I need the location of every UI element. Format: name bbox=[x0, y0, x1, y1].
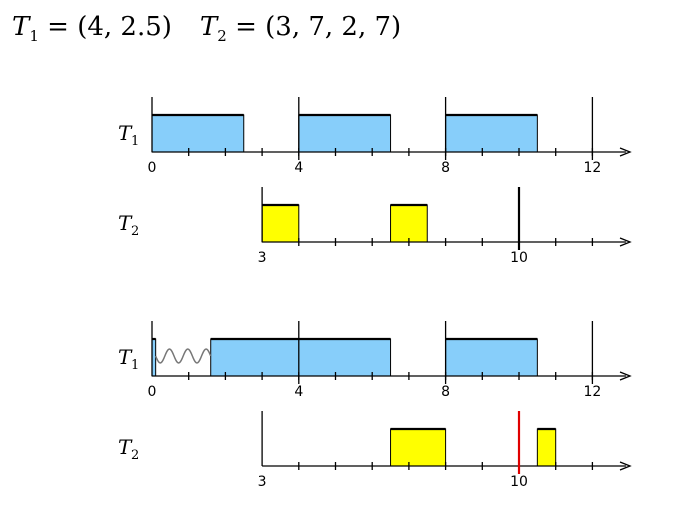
tick-label-3: 3 bbox=[258, 474, 267, 490]
row-label: T bbox=[118, 121, 133, 145]
tick-label-8: 8 bbox=[441, 384, 450, 400]
timeline-row-3: 0 4 8 12 T 1 bbox=[118, 321, 632, 400]
t1-name: T bbox=[12, 12, 30, 42]
row-label-subscript: 2 bbox=[131, 448, 139, 463]
tick-label-3: 3 bbox=[258, 250, 267, 266]
tick-label-10: 10 bbox=[510, 474, 528, 490]
tick-label-0: 0 bbox=[148, 384, 157, 400]
tick-label-4: 4 bbox=[294, 160, 303, 176]
tick-label-0: 0 bbox=[148, 160, 157, 176]
t1-params: = (4, 2.5) bbox=[38, 12, 172, 42]
execution-box-2 bbox=[210, 338, 392, 377]
axis-arrowhead bbox=[619, 147, 632, 157]
t2-name: T bbox=[199, 12, 218, 42]
execution-box-2 bbox=[536, 428, 557, 467]
row-label-subscript: 1 bbox=[131, 134, 139, 149]
timeline-row-1: 0 4 8 12 T 1 bbox=[118, 97, 632, 176]
execution-box-1 bbox=[261, 204, 300, 243]
execution-box-2 bbox=[390, 204, 428, 243]
row-label-subscript: 2 bbox=[131, 224, 139, 239]
tick-label-12: 12 bbox=[583, 160, 601, 176]
tick-label-10: 10 bbox=[510, 250, 528, 266]
row-label-subscript: 1 bbox=[131, 358, 139, 373]
axis-arrowhead bbox=[619, 371, 632, 381]
execution-box-1 bbox=[151, 114, 245, 153]
t2-params: = (3, 7, 2, 7) bbox=[226, 12, 402, 42]
row-label: T bbox=[118, 345, 133, 369]
timeline-row-2: 3 10 T 2 bbox=[118, 187, 632, 266]
execution-box-3 bbox=[445, 338, 538, 377]
waiting-wave bbox=[154, 348, 212, 364]
execution-box-2 bbox=[298, 114, 392, 153]
timeline-row-4: 3 10 T 2 bbox=[118, 411, 632, 490]
tick-label-4: 4 bbox=[294, 384, 303, 400]
axis-arrowhead bbox=[619, 461, 632, 471]
axis-arrowhead bbox=[619, 237, 632, 247]
row-label: T bbox=[118, 211, 133, 235]
row-label: T bbox=[118, 435, 133, 459]
t2-subscript: 2 bbox=[217, 27, 227, 46]
execution-box-3 bbox=[445, 114, 538, 153]
execution-box-1 bbox=[390, 428, 447, 467]
tick-label-8: 8 bbox=[441, 160, 450, 176]
tick-label-12: 12 bbox=[583, 384, 601, 400]
task-parameters-heading: T1 = (4, 2.5) T2 = (3, 7, 2, 7) bbox=[12, 12, 401, 45]
t1-subscript: 1 bbox=[29, 27, 39, 46]
